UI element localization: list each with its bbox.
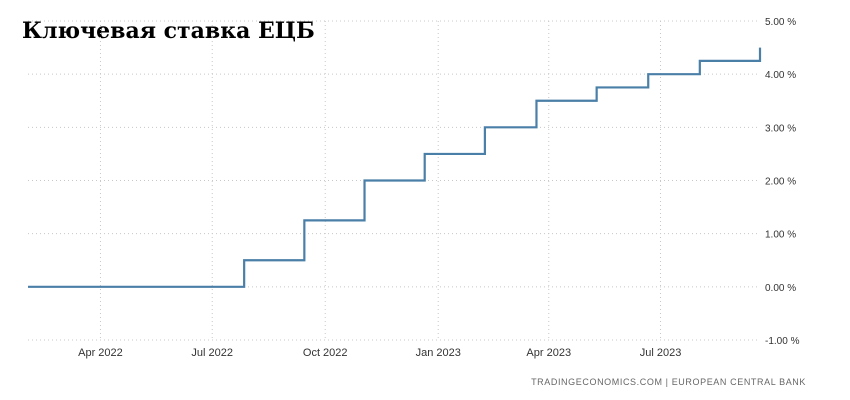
x-tick-label: Jan 2023 [416,347,461,359]
x-tick-label: Apr 2022 [78,347,123,359]
y-tick-label: 2.00 % [765,177,796,188]
y-tick-label: 0.00 % [765,283,796,294]
x-tick-label: Oct 2022 [303,347,348,359]
series-line [28,47,762,288]
x-tick-label: Jul 2023 [640,347,682,359]
x-tick-label: Apr 2023 [526,347,571,359]
y-tick-label: 1.00 % [765,230,796,241]
source-credit: TRADINGECONOMICS.COM | EUROPEAN CENTRAL … [531,377,806,387]
chart-title: Ключевая ставка ЕЦБ [22,18,315,44]
y-tick-label: -1.00 % [765,336,800,347]
x-tick-label: Jul 2022 [191,347,233,359]
y-tick-label: 4.00 % [765,70,796,81]
y-tick-label: 5.00 % [765,17,796,28]
y-tick-label: 3.00 % [765,123,796,134]
